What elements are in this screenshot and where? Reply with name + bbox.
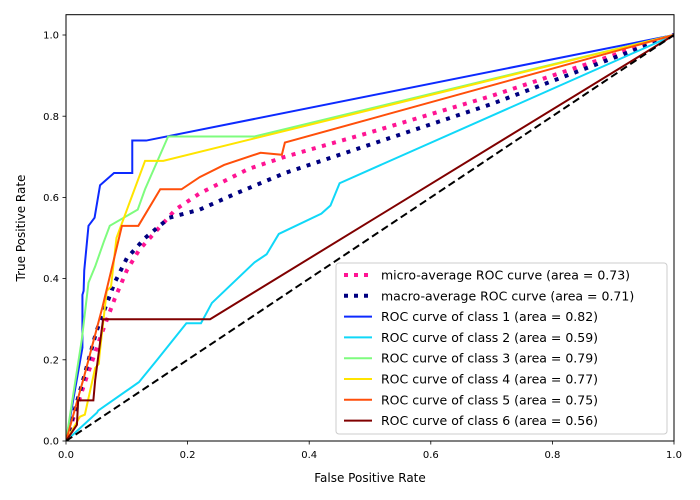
legend-label: macro-average ROC curve (area = 0.71)	[381, 288, 634, 303]
legend-label: ROC curve of class 3 (area = 0.79)	[381, 351, 598, 366]
x-axis-ticks: 0.0 0.2 0.4 0.6 0.8 1.0	[58, 441, 682, 461]
legend-item-class-2: ROC curve of class 2 (area = 0.59)	[344, 330, 598, 345]
legend-label: micro-average ROC curve (area = 0.73)	[381, 268, 630, 283]
x-tick-label: 0.2	[180, 450, 196, 461]
legend-item-macro-average: macro-average ROC curve (area = 0.71)	[344, 288, 634, 303]
roc-line-class-1	[66, 34, 674, 441]
legend-item-class-3: ROC curve of class 3 (area = 0.79)	[344, 351, 598, 366]
x-tick-label: 0.4	[301, 450, 317, 461]
roc-line-class-5	[66, 34, 674, 441]
y-tick-label: 0.0	[43, 437, 59, 448]
curves-layer	[66, 33, 674, 441]
chance-diagonal-line	[66, 34, 674, 441]
x-tick-label: 0.6	[423, 450, 439, 461]
y-tick-label: 1.0	[43, 31, 59, 42]
legend-item-class-6: ROC curve of class 6 (area = 0.56)	[344, 413, 598, 428]
legend-item-class-1: ROC curve of class 1 (area = 0.82)	[344, 309, 598, 324]
legend-item-class-5: ROC curve of class 5 (area = 0.75)	[344, 392, 598, 407]
y-tick-label: 0.6	[43, 193, 59, 204]
y-tick-label: 0.2	[43, 355, 59, 366]
axes-frame	[65, 14, 675, 442]
legend-label: ROC curve of class 5 (area = 0.75)	[381, 392, 598, 407]
x-tick-label: 0.0	[58, 450, 74, 461]
legend-items: micro-average ROC curve (area = 0.73) mac…	[344, 268, 634, 428]
legend-label: ROC curve of class 6 (area = 0.56)	[381, 413, 598, 428]
legend-item-class-4: ROC curve of class 4 (area = 0.77)	[344, 372, 598, 387]
roc-line-macro-average	[66, 33, 674, 441]
y-axis-label: True Positive Rate	[14, 175, 28, 283]
legend-frame	[335, 262, 668, 435]
x-axis-label: False Positive Rate	[314, 471, 426, 485]
y-tick-label: 0.8	[43, 112, 59, 123]
x-tick-label: 1.0	[666, 450, 682, 461]
y-axis-ticks: 0.0 0.2 0.4 0.6 0.8 1.0	[43, 31, 66, 448]
legend-label: ROC curve of class 1 (area = 0.82)	[381, 309, 598, 324]
roc-line-class-6	[66, 34, 674, 441]
roc-line-class-2	[66, 34, 674, 441]
y-tick-label: 0.4	[43, 274, 59, 285]
roc-line-class-3	[66, 34, 674, 441]
roc-line-micro-average	[66, 33, 674, 441]
legend-item-micro-average: micro-average ROC curve (area = 0.73)	[344, 268, 630, 283]
legend-label: ROC curve of class 4 (area = 0.77)	[381, 372, 598, 387]
x-tick-label: 0.8	[544, 450, 560, 461]
legend: micro-average ROC curve (area = 0.73) mac…	[335, 262, 668, 435]
legend-label: ROC curve of class 2 (area = 0.59)	[381, 330, 598, 345]
